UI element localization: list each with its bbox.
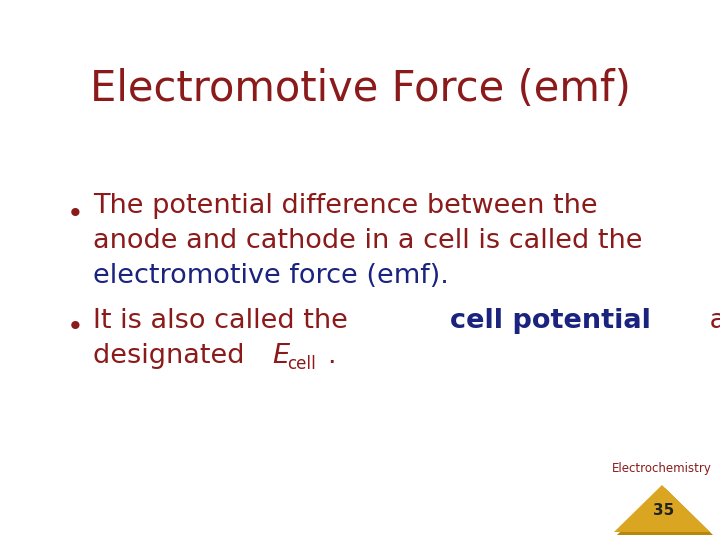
Polygon shape: [617, 488, 713, 535]
Text: Electromotive Force (emf): Electromotive Force (emf): [89, 68, 631, 110]
Text: electromotive force (emf).: electromotive force (emf).: [93, 263, 449, 289]
Text: •: •: [67, 200, 84, 228]
Polygon shape: [614, 485, 710, 532]
Text: It is also called the: It is also called the: [93, 308, 356, 334]
Text: designated: designated: [93, 343, 253, 369]
Text: .: .: [327, 343, 336, 369]
Text: Electrochemistry: Electrochemistry: [612, 462, 712, 475]
Text: cell: cell: [287, 355, 315, 373]
Text: •: •: [67, 313, 84, 341]
Text: and is: and is: [701, 308, 720, 334]
Text: The potential difference between the: The potential difference between the: [93, 193, 598, 219]
Text: cell potential: cell potential: [451, 308, 652, 334]
Text: $\mathit{E}$: $\mathit{E}$: [271, 343, 291, 369]
Text: 35: 35: [653, 503, 675, 518]
Text: anode and cathode in a cell is called the: anode and cathode in a cell is called th…: [93, 228, 642, 254]
